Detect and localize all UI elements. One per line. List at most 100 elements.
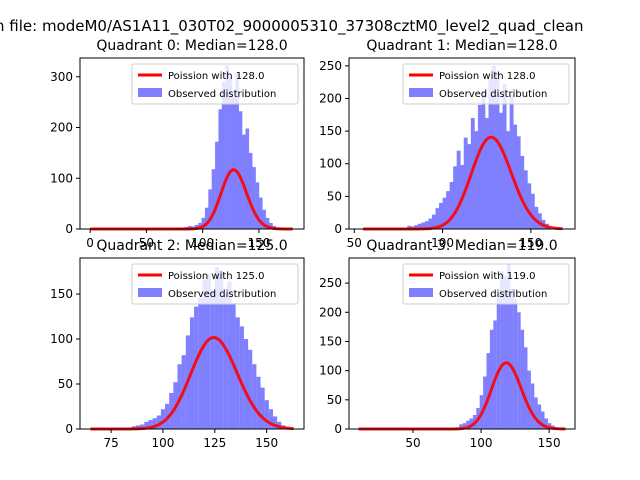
histogram-bar (467, 144, 472, 229)
histogram-bar (453, 166, 458, 229)
histogram-bar (517, 312, 521, 429)
x-tick-label: 150 (255, 436, 278, 450)
y-tick-label: 150 (50, 287, 73, 301)
histogram-bar (156, 415, 161, 429)
x-tick-label: 150 (538, 436, 561, 450)
y-tick-label: 0 (334, 422, 342, 436)
histogram-bar (144, 421, 149, 429)
legend: Poission with 125.0 Observed distribution (131, 263, 299, 305)
legend-label: Poission with 128.0 (439, 71, 535, 82)
panel-title: Quadrant 1: Median=128.0 (366, 38, 557, 54)
legend-bar-swatch (138, 288, 162, 297)
histogram-bar (495, 72, 500, 229)
histogram-bar (509, 94, 514, 229)
histogram-bar (235, 73, 239, 229)
histogram-bar (210, 290, 215, 429)
legend-label: Poission with 125.0 (168, 271, 264, 282)
histogram-bar (513, 124, 518, 229)
histogram-bar (201, 217, 206, 229)
histogram-bar (239, 326, 244, 429)
x-tick-label: 0 (86, 236, 94, 250)
histogram-bar (481, 91, 486, 229)
histogram-bar (252, 364, 257, 429)
histogram-bar (256, 376, 261, 429)
histogram-bar (424, 221, 429, 229)
histogram-bar (463, 137, 468, 229)
y-tick-label: 250 (319, 59, 342, 73)
panel-quadrant-0: Quadrant 0: Median=128.0 0 50 100 150 0 100 20… (50, 38, 305, 250)
histogram-bar (260, 387, 265, 429)
histogram-bar (421, 222, 426, 229)
histogram-bar (243, 339, 249, 429)
histogram-bar (198, 297, 203, 429)
x-tick-label: 100 (191, 236, 214, 250)
histogram-bar (268, 409, 273, 429)
histogram-bar (466, 420, 470, 429)
histogram-bar (474, 131, 479, 229)
histogram-bar (265, 217, 270, 229)
histogram-bar (516, 136, 521, 229)
legend: Poission with 128.0 Observed distribution (402, 63, 570, 105)
histogram-bar (248, 152, 253, 229)
y-tick-label: 150 (319, 334, 342, 348)
histogram-bar (534, 206, 539, 229)
histogram-bar (245, 128, 250, 229)
histogram-bar (428, 218, 433, 229)
histogram-bar (255, 182, 260, 229)
x-tick-label: 150 (519, 236, 542, 250)
histogram-bar (442, 197, 447, 229)
y-tick-label: 50 (58, 377, 73, 391)
x-tick-label: 125 (203, 436, 226, 450)
histogram-bar (503, 276, 508, 429)
y-tick-label: 200 (319, 305, 342, 319)
y-tick-label: 150 (319, 124, 342, 138)
histogram-bar (537, 213, 542, 229)
histogram-bar (218, 109, 223, 229)
histogram-bar (537, 404, 542, 429)
y-tick-label: 50 (327, 393, 342, 407)
histogram-bar (527, 370, 531, 429)
y-tick-label: 300 (50, 70, 73, 84)
legend-label: Observed distribution (439, 89, 547, 100)
x-tick-label: 50 (405, 436, 420, 450)
histogram-bar (493, 320, 497, 429)
panel-title: Quadrant 3: Median=119.0 (366, 238, 557, 254)
histogram-bar (258, 197, 263, 229)
y-tick-label: 200 (319, 91, 342, 105)
histogram-bar (202, 279, 207, 429)
histogram-bar (160, 409, 166, 429)
histogram-bar (228, 77, 233, 230)
legend-bar-swatch (409, 88, 433, 97)
histogram-bar (417, 223, 422, 229)
legend-label: Observed distribution (439, 289, 547, 300)
histogram-bar (506, 131, 511, 229)
histogram-bar (208, 189, 212, 229)
histogram-bar (489, 329, 494, 429)
y-tick-label: 100 (319, 364, 342, 378)
histogram-bar (506, 264, 511, 429)
legend-label: Observed distribution (168, 89, 276, 100)
histogram-bar (510, 288, 514, 429)
histogram-bar (544, 418, 548, 429)
histogram-bar (499, 112, 503, 229)
histogram-bar (148, 420, 153, 429)
legend-label: Observed distribution (168, 289, 276, 300)
y-tick-label: 50 (327, 189, 342, 203)
histogram-bar (488, 78, 493, 229)
histogram-bar (136, 425, 141, 429)
histogram-bar (215, 141, 219, 229)
legend-label: Poission with 119.0 (439, 271, 535, 282)
histogram-bar (252, 167, 256, 229)
x-tick-label: 75 (103, 436, 118, 450)
histogram-bar (496, 293, 501, 429)
histogram-bar (206, 274, 211, 429)
legend: Poission with 119.0 Observed distribution (402, 263, 570, 305)
histogram-bar (446, 191, 450, 229)
y-tick-label: 100 (50, 332, 73, 346)
x-tick-label: 100 (152, 436, 175, 450)
poisson-curve (358, 361, 566, 431)
histogram-bar (513, 299, 518, 429)
histogram-bars (459, 264, 559, 429)
panel-title: Quadrant 2: Median=125.0 (96, 238, 287, 254)
histogram-bar (456, 150, 461, 229)
